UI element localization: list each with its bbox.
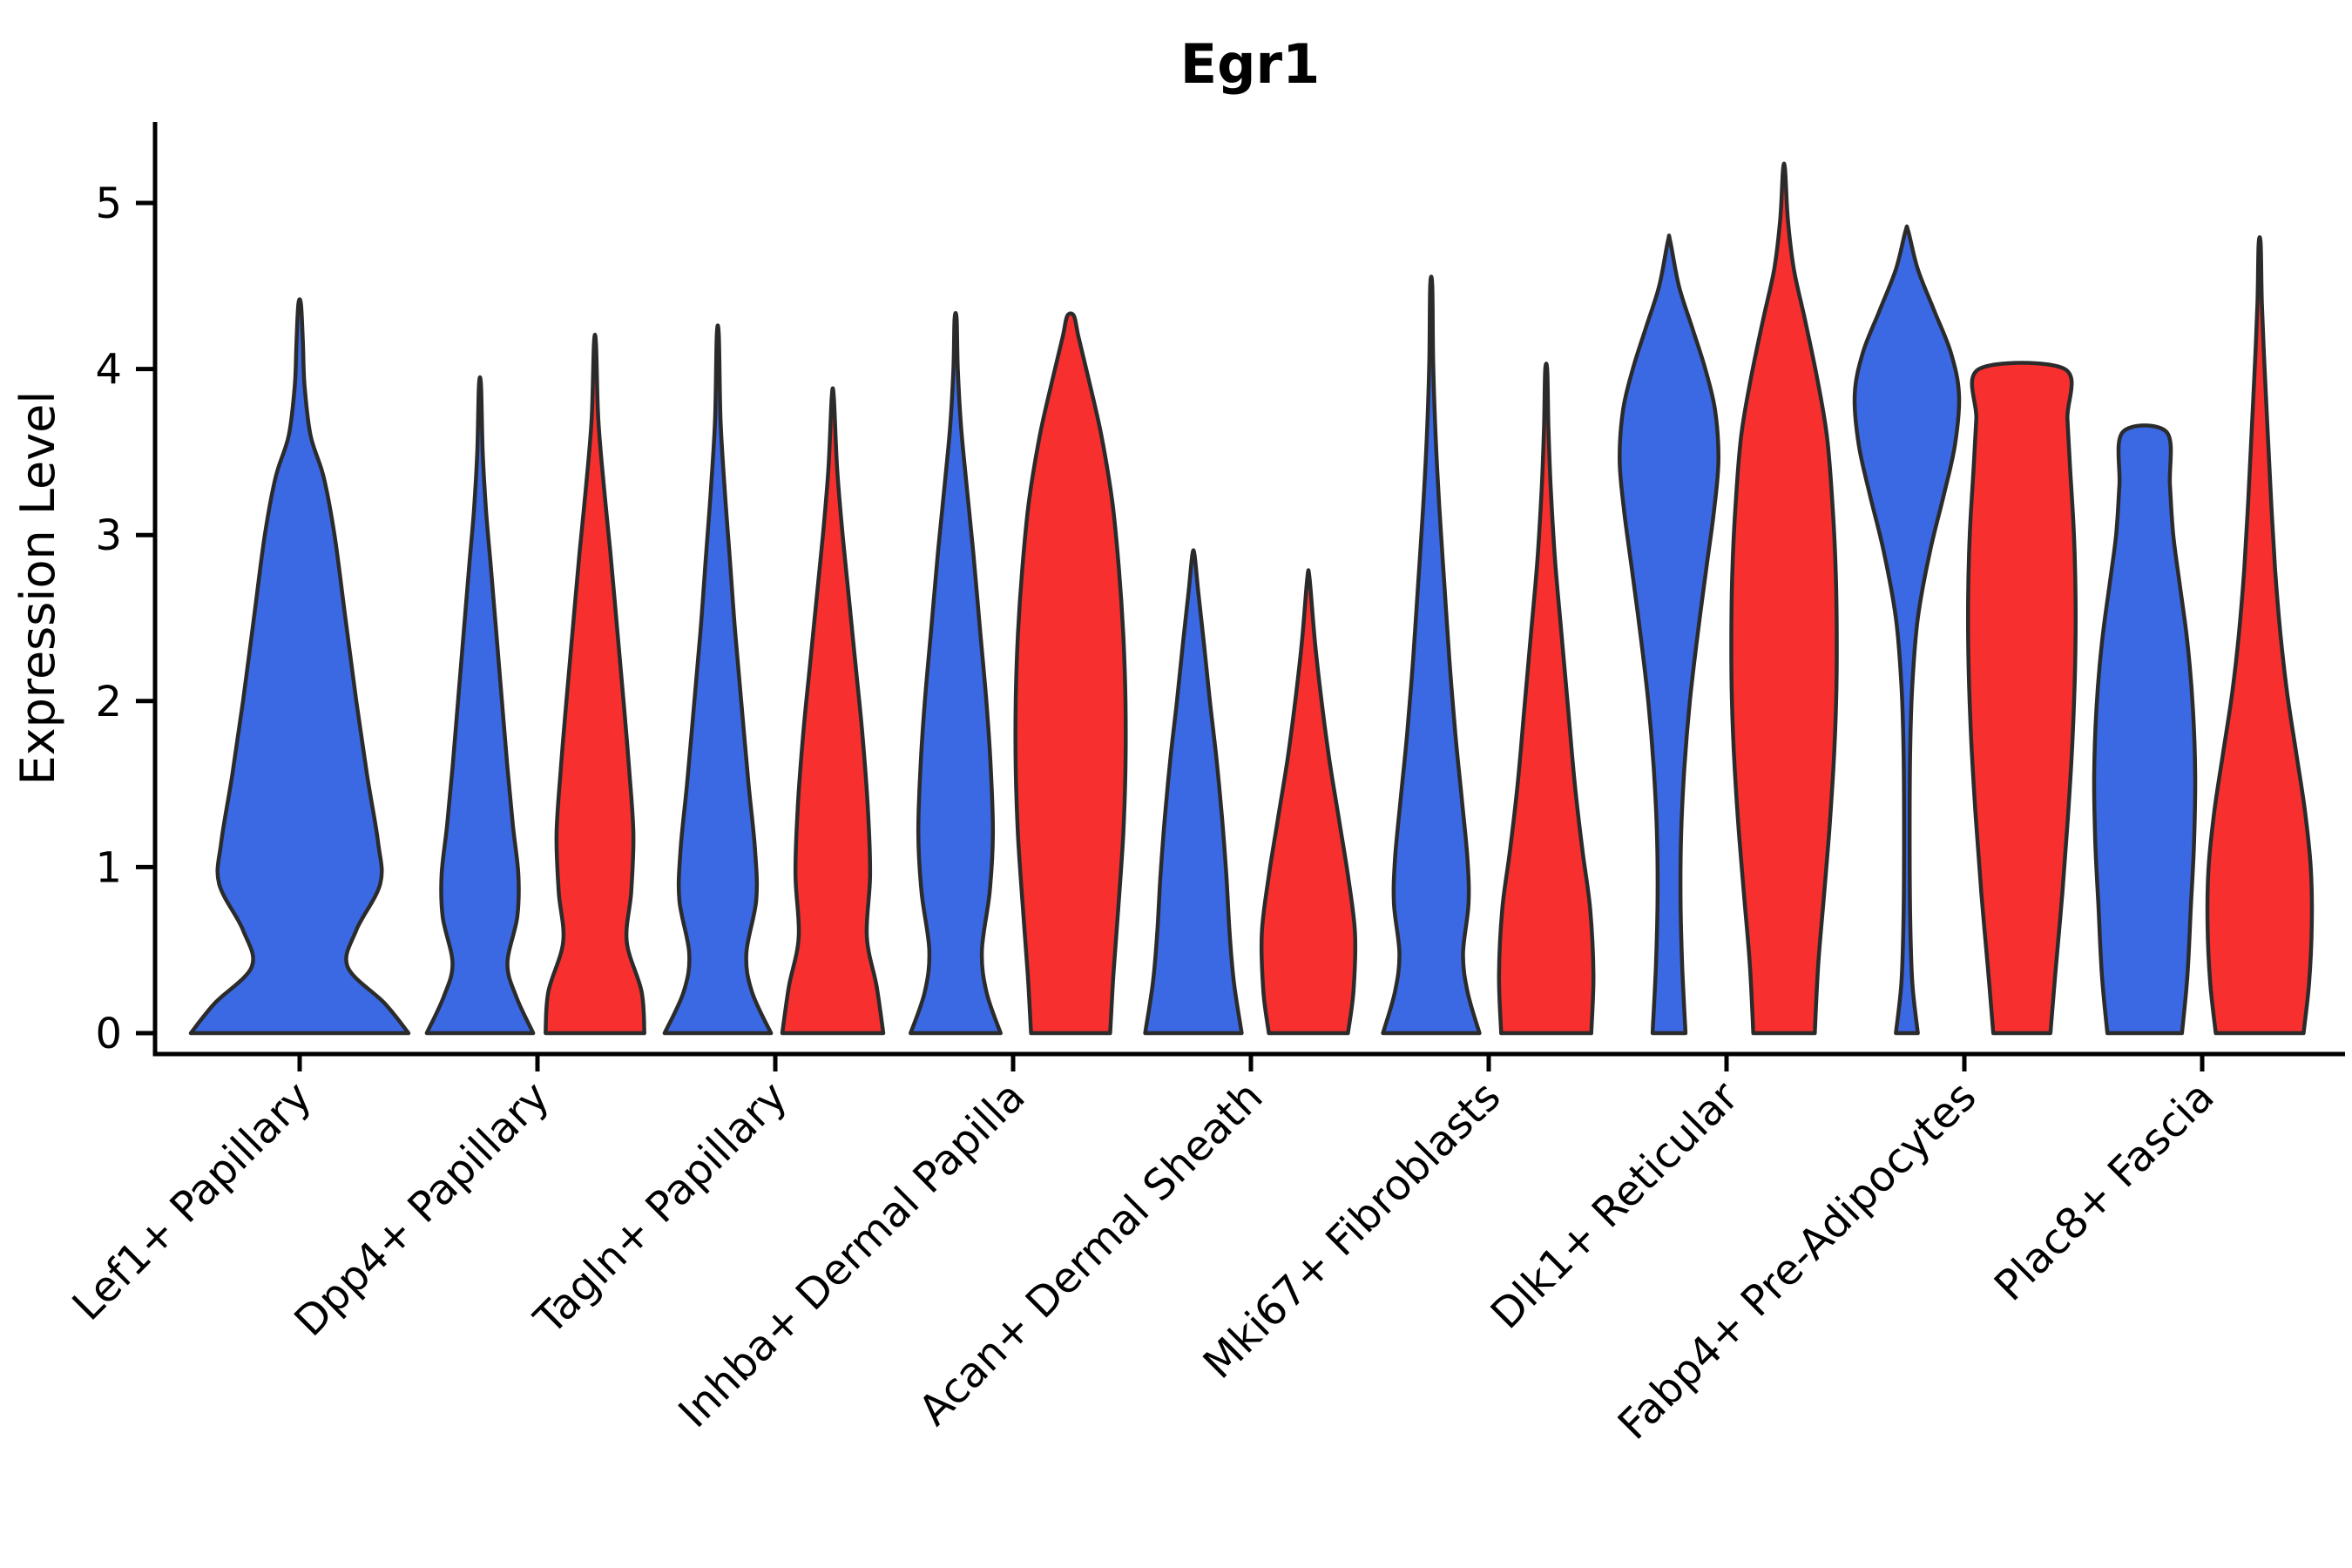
violin-red-plac8-fascia bbox=[2205, 235, 2315, 1036]
y-tick-label: 2 bbox=[95, 678, 122, 727]
axes-layer: 0 1 2 3 4 5 bbox=[95, 122, 2345, 1071]
violin-blue-plac8-fascia bbox=[2092, 423, 2198, 1036]
x-tick-label: Tagln+ Papillary bbox=[524, 1072, 796, 1344]
violin-blue-dlk1-reticular bbox=[1618, 233, 1720, 1036]
violin-red-inhba-dermal-papilla bbox=[1013, 311, 1128, 1036]
violins-layer bbox=[188, 161, 2315, 1036]
x-tick-label: Dlk1+ Reticular bbox=[1482, 1072, 1748, 1339]
violin-blue-dpp4-papillary bbox=[424, 375, 536, 1036]
violin-red-dpp4-papillary bbox=[544, 333, 646, 1036]
violin-blue-inhba-dermal-papilla bbox=[909, 311, 1003, 1036]
violin-red-fabp4-pre-adipocytes bbox=[1965, 361, 2078, 1036]
violin-blue-fabp4-pre-adipocytes bbox=[1852, 224, 1962, 1036]
y-tick-label: 1 bbox=[95, 843, 122, 892]
violin-red-tagln-papillary bbox=[780, 386, 886, 1036]
x-tick-label: Lef1+ Papillary bbox=[64, 1072, 321, 1330]
violin-red-dlk1-reticular bbox=[1729, 161, 1839, 1036]
chart-title: Egr1 bbox=[1180, 32, 1320, 96]
y-tick-label: 5 bbox=[95, 179, 122, 228]
violin-blue-mki67-fibroblasts bbox=[1381, 274, 1482, 1036]
violin-red-mki67-fibroblasts bbox=[1497, 362, 1596, 1036]
violin-blue-lef1-papillary bbox=[188, 297, 411, 1036]
x-tick-label: Dpp4+ Papillary bbox=[285, 1072, 558, 1346]
y-tick-label: 4 bbox=[95, 346, 122, 395]
y-tick-label: 0 bbox=[95, 1010, 122, 1058]
y-axis-label: Expression Level bbox=[10, 391, 65, 786]
violin-red-acan-dermal-sheath bbox=[1259, 568, 1358, 1036]
violin-blue-tagln-papillary bbox=[662, 323, 774, 1036]
violin-blue-acan-dermal-sheath bbox=[1143, 548, 1244, 1036]
y-tick-label: 3 bbox=[95, 511, 122, 560]
x-tick-label: Plac8+ Fascia bbox=[1985, 1072, 2224, 1311]
